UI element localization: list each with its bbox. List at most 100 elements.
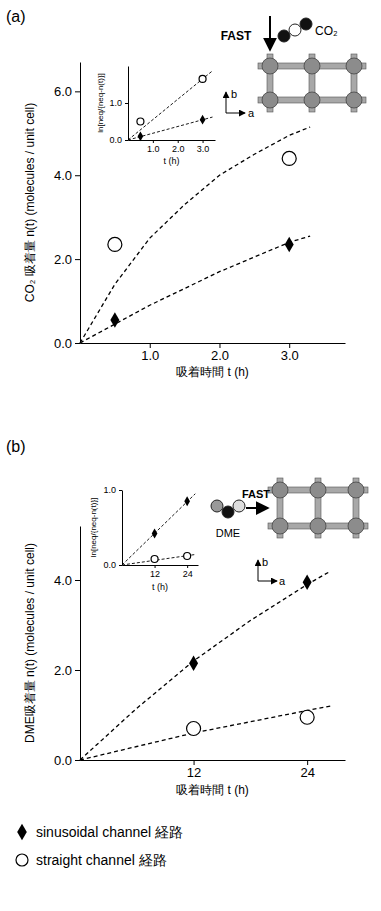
tick: 24 <box>183 565 193 579</box>
legend-marker <box>17 824 27 841</box>
tick-label: 6.0 <box>54 84 72 99</box>
x-axis: 1224 <box>81 760 346 780</box>
data-point <box>303 574 312 590</box>
tick-mark <box>75 91 80 92</box>
tick: 0.0 <box>103 560 122 570</box>
figure: 1.02.03.00.02.04.06.0(a)吸着時間 t (h)CO₂ 吸着… <box>0 0 381 911</box>
x-axis-title: 吸着時間 t (h) <box>176 365 249 379</box>
data-point <box>189 655 198 671</box>
tick: 2.0 <box>211 343 229 363</box>
x-axis-title: t (h) <box>163 156 179 166</box>
tick-label: 4.0 <box>54 168 72 183</box>
fit-line <box>122 494 195 565</box>
tick: 6.0 <box>54 84 80 99</box>
lattice-illustration <box>268 478 368 538</box>
data-point <box>184 553 191 560</box>
data-point <box>282 151 296 165</box>
tick: 2.0 <box>54 252 80 267</box>
annotation: FAST <box>242 488 270 500</box>
tick: 2.0 <box>54 663 80 678</box>
tick-label: 0.0 <box>109 135 122 145</box>
tick: 4.0 <box>54 168 80 183</box>
inset: 12240.01.0t (h)ln[neq/{neq-n(t)}] <box>89 485 199 592</box>
tick-mark <box>178 140 179 143</box>
axis-line <box>81 343 346 344</box>
tick-label: 3.0 <box>281 348 299 363</box>
tick-mark <box>187 565 188 568</box>
tick-label: 0.0 <box>54 753 72 768</box>
tick-label: 0.0 <box>54 336 72 351</box>
arrow <box>258 560 259 581</box>
node <box>310 518 326 534</box>
tick-label: 12 <box>187 765 201 780</box>
tick-mark <box>75 259 80 260</box>
tick-mark <box>119 565 122 566</box>
molecule-atom <box>233 500 245 512</box>
fit-line <box>80 706 331 760</box>
tick-label: 24 <box>183 569 193 579</box>
arrow <box>246 507 268 509</box>
axis-line <box>81 760 346 761</box>
tick-label: 1.0 <box>147 144 160 154</box>
y-axis: 0.01.0 <box>109 67 128 146</box>
node <box>304 58 320 74</box>
y-axis-title: ln[neq/{neq-n(t)}] <box>89 498 98 558</box>
y-axis-title: DME吸着量 n(t) (molecules / unit cell) <box>23 543 37 743</box>
node <box>272 518 288 534</box>
annotation: FAST <box>221 29 252 43</box>
axis-line <box>80 63 81 344</box>
tick-label: 2.0 <box>172 144 185 154</box>
tick: 3.0 <box>281 343 299 363</box>
axis-line <box>129 140 216 141</box>
plot-marks <box>122 494 195 565</box>
data-point <box>151 556 158 563</box>
tick-label: 4.0 <box>54 573 72 588</box>
axis-line <box>128 67 129 141</box>
tick: 0.0 <box>54 753 80 768</box>
x-axis: 12 24 <box>123 565 199 579</box>
tick: 4.0 <box>54 573 80 588</box>
annotation: a <box>248 107 255 119</box>
tick: 1.0 <box>147 140 160 154</box>
arrow <box>226 92 227 113</box>
tick: 12 <box>187 760 201 780</box>
molecule-atom <box>278 30 290 42</box>
tick-mark <box>153 140 154 143</box>
y-axis: 0.0 2.0 4.0 6.0 <box>54 63 81 351</box>
annotation: b <box>262 556 268 568</box>
molecule-atom <box>222 506 234 518</box>
arrow <box>258 581 277 582</box>
data-point <box>138 131 144 141</box>
tick-label: 2.0 <box>54 252 72 267</box>
node <box>304 92 320 108</box>
fit-line <box>80 571 331 760</box>
tick-label: 1.0 <box>141 348 159 363</box>
legend-label: straight channel 経路 <box>36 852 167 868</box>
fit-line <box>128 71 213 140</box>
node <box>346 58 362 74</box>
data-point <box>187 722 201 736</box>
axis-line <box>80 527 81 761</box>
axis-line <box>122 491 123 566</box>
tick-mark <box>125 140 128 141</box>
data-point <box>184 496 190 506</box>
panel-label: (b) <box>6 438 26 455</box>
tick-mark <box>75 343 80 344</box>
plot-marks <box>80 127 310 343</box>
lattice-illustration <box>258 54 366 112</box>
node <box>272 482 288 498</box>
arrow <box>269 16 271 50</box>
tick: 1.0 <box>141 343 159 363</box>
tick-mark <box>119 490 122 491</box>
data-point <box>199 75 206 82</box>
fit-line <box>80 127 310 343</box>
tick-mark <box>155 565 156 568</box>
tick-label: 12 <box>150 569 160 579</box>
inset: 1.02.03.00.01.0t (h)ln[neq/{neq-n(t)}] <box>96 67 216 167</box>
panel: 1.02.03.00.02.04.06.0(a)吸着時間 t (h)CO₂ 吸着… <box>6 8 366 379</box>
tick-label: 0.0 <box>103 560 116 570</box>
x-axis-title: 吸着時間 t (h) <box>176 783 249 797</box>
tick: 12 <box>150 565 160 579</box>
tick-mark <box>75 175 80 176</box>
tick-mark <box>125 103 128 104</box>
